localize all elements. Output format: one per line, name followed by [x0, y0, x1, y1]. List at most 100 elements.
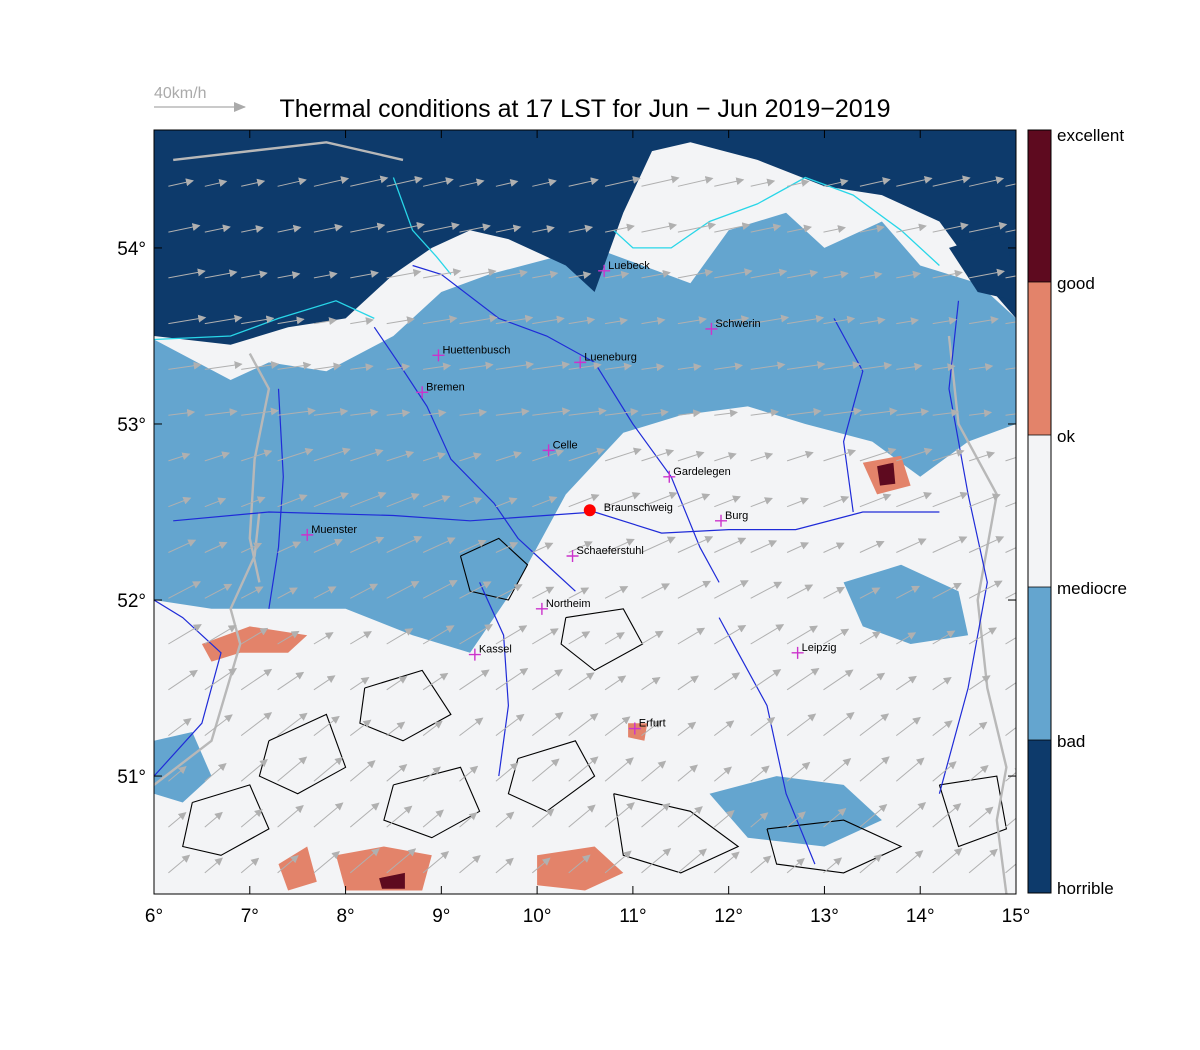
wind-arrow	[714, 268, 753, 279]
wind-arrow	[714, 222, 751, 233]
wind-arrow	[568, 271, 592, 280]
wind-arrow	[604, 447, 642, 462]
colorbar-segment-ok	[1028, 435, 1051, 587]
terrain-contour	[383, 766, 481, 839]
wind-arrow	[459, 268, 497, 279]
wind-arrow	[277, 671, 305, 691]
wind-arrow	[532, 407, 571, 416]
wind-arrow	[750, 452, 774, 462]
colorbar-label-bad: bad	[1057, 732, 1085, 751]
wind-arrow	[1005, 726, 1016, 736]
colorbar-segment-good	[1028, 282, 1051, 435]
wind-arrow	[422, 851, 450, 874]
wind-arrow	[714, 495, 741, 508]
wind-arrow	[896, 317, 919, 326]
wind-arrow	[532, 361, 571, 370]
wind-arrow	[313, 447, 351, 462]
colorbar-label-ok: ok	[1057, 427, 1075, 446]
wind-arrow	[859, 361, 893, 370]
wind-arrow	[313, 270, 338, 279]
wind-arrow	[277, 804, 304, 828]
wind-arrow	[313, 756, 343, 782]
wind-arrow	[968, 493, 1001, 508]
x-tick-label: 7°	[241, 906, 259, 927]
wind-arrow	[932, 536, 968, 553]
wind-arrow	[750, 361, 786, 370]
wind-arrow	[750, 223, 782, 233]
wind-arrow	[531, 808, 555, 828]
wind-arrow	[677, 848, 707, 874]
wind-arrow	[859, 854, 883, 874]
wind-arrow	[1005, 456, 1016, 462]
wind-arrow	[750, 314, 790, 325]
wind-arrow	[386, 493, 420, 508]
wind-arrow	[459, 855, 481, 874]
wind-arrow	[459, 408, 488, 417]
wind-arrow	[349, 802, 380, 828]
river	[938, 300, 988, 794]
wind-arrow	[350, 536, 385, 553]
wind-arrow	[677, 806, 703, 828]
wind-legend-label: 40km/h	[154, 85, 206, 102]
wind-arrow	[968, 764, 989, 782]
wind-arrow	[568, 316, 596, 325]
wind-arrow	[604, 538, 635, 553]
wind-arrow	[1005, 547, 1016, 553]
colorbar-label-good: good	[1057, 274, 1095, 293]
wind-arrow	[241, 361, 280, 370]
wind-arrow	[277, 855, 299, 874]
region-bad	[843, 564, 969, 644]
wind-arrow	[786, 713, 817, 736]
wind-arrow	[677, 268, 714, 279]
wind-arrow	[677, 363, 702, 372]
wind-arrow	[313, 176, 350, 187]
wind-arrow	[859, 672, 886, 691]
wind-arrow	[786, 584, 814, 599]
wind-arrow	[968, 580, 1003, 599]
y-tick-label: 53°	[117, 415, 146, 436]
wind-arrow	[349, 719, 372, 736]
wind-arrow	[386, 581, 420, 599]
wind-arrow	[204, 541, 228, 553]
wind-arrow	[495, 224, 522, 233]
wind-arrow	[714, 452, 737, 462]
colorbar-segment-bad	[1028, 587, 1051, 740]
region-good	[628, 723, 648, 741]
wind-arrow	[168, 717, 192, 736]
wind-arrow	[386, 268, 422, 279]
wind-arrow	[204, 583, 233, 599]
wind-arrow	[495, 762, 519, 782]
x-tick-label: 6°	[145, 906, 163, 927]
wind-arrow	[531, 758, 560, 782]
wind-arrow	[969, 316, 999, 325]
wind-arrow	[204, 714, 233, 736]
wind-arrow	[641, 536, 676, 553]
y-tick-label: 54°	[117, 239, 146, 260]
city-label: Erfurt	[639, 718, 666, 730]
wind-arrow	[241, 496, 266, 508]
wind-arrow	[168, 669, 198, 691]
wind-arrow	[459, 497, 483, 508]
wind-arrow	[896, 270, 921, 279]
wind-arrow	[714, 624, 747, 645]
reference-point-layer: Braunschweig	[583, 502, 673, 517]
city-marker	[566, 550, 579, 563]
region-bad	[709, 776, 882, 847]
colorbar-label-horrible: horrible	[1057, 879, 1114, 898]
wind-arrow	[459, 717, 484, 736]
wind-arrow	[422, 766, 441, 782]
x-tick-label: 11°	[619, 906, 646, 927]
wind-arrow	[859, 224, 885, 233]
city-northeim: Northeim	[535, 598, 591, 615]
wind-arrow	[896, 675, 917, 691]
coastline	[613, 176, 940, 266]
wind-arrow	[241, 315, 275, 325]
wind-arrow	[1005, 766, 1016, 782]
city-gardelegen: Gardelegen	[663, 466, 731, 483]
wind-arrow	[168, 496, 192, 508]
wind-arrow	[313, 586, 337, 599]
wind-arrow	[386, 221, 425, 233]
wind-arrow	[277, 541, 302, 553]
wind-arrow	[423, 362, 452, 371]
wind-arrow	[1005, 229, 1016, 233]
